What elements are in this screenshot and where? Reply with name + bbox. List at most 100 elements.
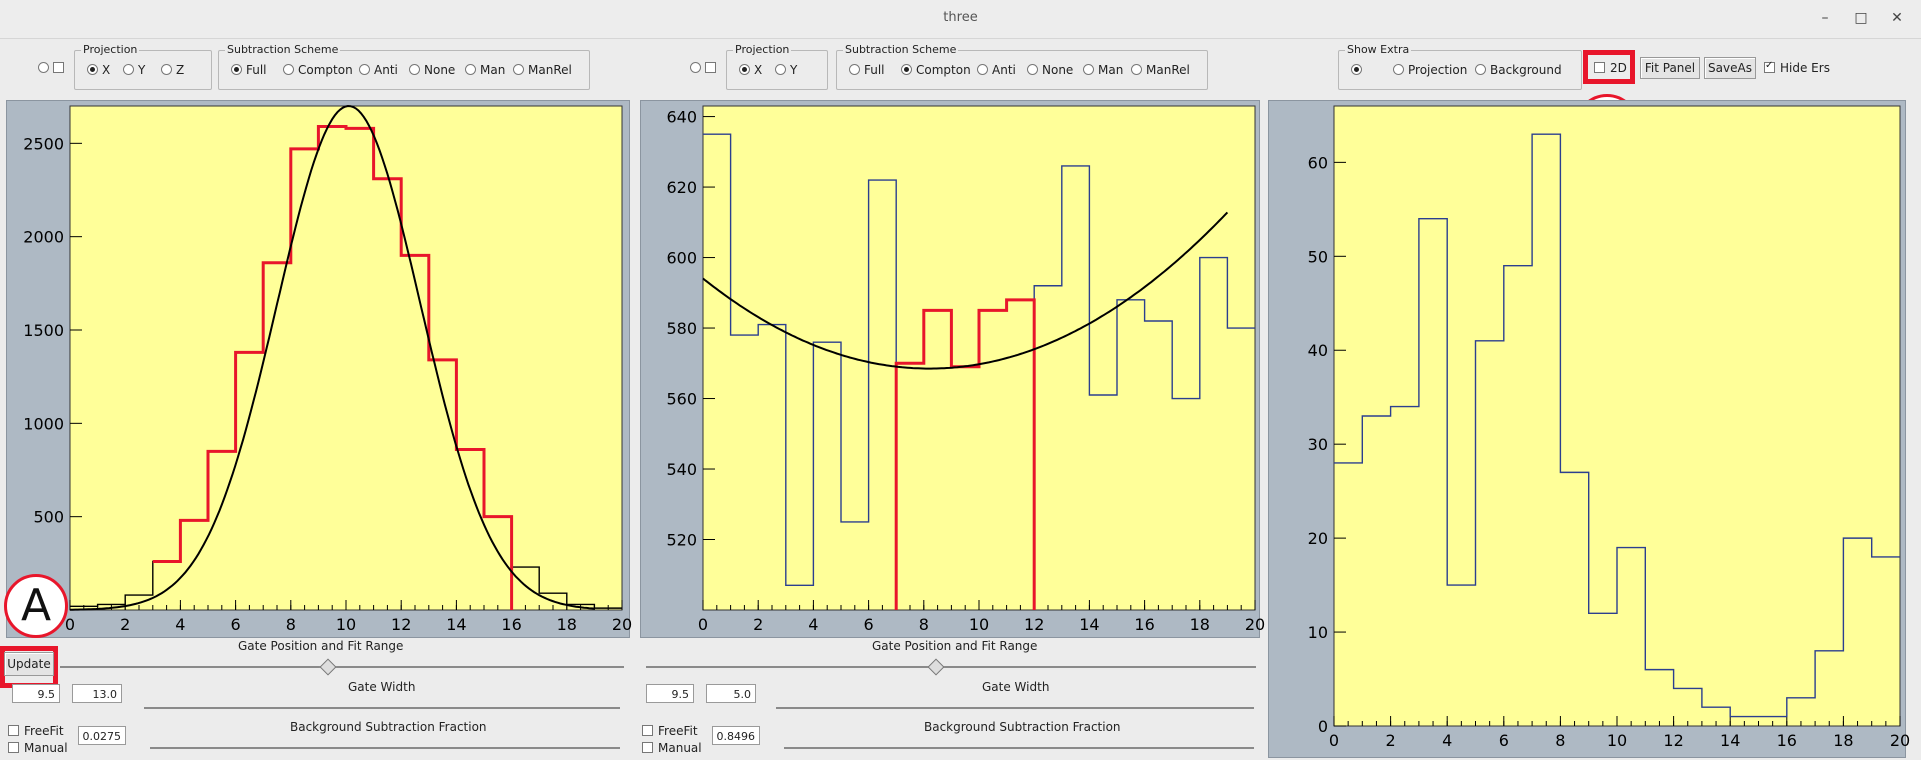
left-proj-y[interactable]: Y — [123, 63, 145, 77]
middle-sub-none[interactable]: None — [1027, 63, 1073, 77]
legend: Projection — [733, 43, 792, 56]
close-icon[interactable]: ✕ — [1891, 10, 1903, 26]
y-tick-label: 60 — [1308, 153, 1328, 172]
histogram-series-0-1 — [152, 125, 514, 610]
legend: Projection — [81, 43, 140, 56]
left-toggle-radio[interactable] — [38, 61, 69, 75]
middle-gate-width-field[interactable]: 5.0 — [706, 684, 756, 703]
x-tick-label: 6 — [864, 615, 874, 634]
window-title: three — [943, 10, 978, 25]
radio-icon — [38, 62, 49, 73]
middle-subtraction-group: Subtraction Scheme Full Compton Anti Non… — [836, 43, 1208, 90]
left-gate-width-slider[interactable] — [144, 707, 620, 709]
show-extra-none[interactable] — [1351, 63, 1366, 77]
left-bg-fraction-field[interactable]: 0.0275 — [78, 726, 126, 745]
left-gate-width-field[interactable]: 13.0 — [72, 684, 122, 703]
middle-gate-position-slider[interactable] — [646, 666, 1256, 668]
y-tick-label: 560 — [666, 390, 697, 409]
title-bar: three – □ ✕ — [0, 0, 1921, 39]
x-tick-label: 18 — [557, 615, 577, 634]
y-tick-label: 520 — [666, 531, 697, 550]
x-tick-label: 8 — [286, 615, 296, 634]
y-tick-label: 10 — [1308, 623, 1328, 642]
left-sub-man[interactable]: Man — [465, 63, 505, 77]
left-projection-group: Projection X Y Z — [74, 43, 212, 90]
middle-sub-full[interactable]: Full — [849, 63, 885, 77]
y-tick-label: 600 — [666, 249, 697, 268]
y-tick-label: 620 — [666, 178, 697, 197]
left-sub-manrel[interactable]: ManRel — [513, 63, 572, 77]
x-tick-label: 2 — [120, 615, 130, 634]
x-tick-label: 20 — [612, 615, 632, 634]
x-tick-label: 12 — [391, 615, 411, 634]
left-gate-position-slider[interactable] — [60, 666, 624, 668]
y-tick-label: 2000 — [23, 228, 64, 247]
legend: Show Extra — [1345, 43, 1412, 56]
x-tick-label: 8 — [919, 615, 929, 634]
highlight-box-b — [1583, 50, 1635, 84]
y-tick-label: 40 — [1308, 341, 1328, 360]
middle-manual-checkbox[interactable]: Manual — [642, 741, 702, 755]
middle-gate-width-label: Gate Width — [982, 680, 1050, 694]
x-tick-label: 2 — [1386, 731, 1396, 750]
middle-bg-fraction-label: Background Subtraction Fraction — [924, 720, 1121, 734]
middle-toggle-radio[interactable] — [690, 61, 721, 75]
fit-panel-button[interactable]: Fit Panel — [1640, 57, 1700, 79]
maximize-icon[interactable]: □ — [1854, 10, 1868, 26]
left-proj-z[interactable]: Z — [161, 63, 184, 77]
left-manual-checkbox[interactable]: Manual — [8, 741, 68, 755]
middle-bg-fraction-slider[interactable] — [784, 747, 1254, 749]
left-proj-x[interactable]: X — [87, 63, 110, 77]
left-gate-pos-field[interactable]: 9.5 — [12, 684, 60, 703]
middle-sub-man[interactable]: Man — [1083, 63, 1123, 77]
show-extra-projection[interactable]: Projection — [1393, 63, 1467, 77]
left-sub-full[interactable]: Full — [231, 63, 267, 77]
left-subtraction-group: Subtraction Scheme Full Compton Anti Non… — [218, 43, 590, 90]
y-tick-label: 540 — [666, 460, 697, 479]
middle-bg-fraction-field[interactable]: 0.8496 — [712, 726, 760, 745]
x-tick-label: 16 — [1134, 615, 1154, 634]
x-tick-label: 12 — [1663, 731, 1683, 750]
x-tick-label: 14 — [446, 615, 466, 634]
x-tick-label: 14 — [1079, 615, 1099, 634]
y-tick-label: 1000 — [23, 414, 64, 433]
update-button[interactable]: Update — [4, 652, 54, 676]
x-tick-label: 4 — [808, 615, 818, 634]
left-bg-fraction-slider[interactable] — [150, 747, 620, 749]
middle-gate-position-label: Gate Position and Fit Range — [872, 639, 1038, 653]
x-tick-label: 4 — [1442, 731, 1452, 750]
left-sub-none[interactable]: None — [409, 63, 455, 77]
middle-proj-x[interactable]: X — [739, 63, 762, 77]
middle-sub-compton[interactable]: Compton — [901, 63, 971, 77]
middle-gate-width-slider[interactable] — [776, 707, 1254, 709]
show-extra-background[interactable]: Background — [1475, 63, 1562, 77]
x-tick-label: 4 — [175, 615, 185, 634]
left-freefit-checkbox[interactable]: FreeFit — [8, 724, 64, 738]
x-tick-label: 6 — [1499, 731, 1509, 750]
x-tick-label: 10 — [336, 615, 356, 634]
y-tick-label: 640 — [666, 108, 697, 127]
hide-ers-checkbox[interactable]: Hide Ers — [1764, 60, 1830, 75]
show-extra-group: Show Extra Projection Background — [1338, 43, 1582, 90]
y-tick-label: 2500 — [23, 134, 64, 153]
middle-sub-manrel[interactable]: ManRel — [1131, 63, 1190, 77]
x-tick-label: 18 — [1190, 615, 1210, 634]
middle-gate-pos-field[interactable]: 9.5 — [646, 684, 694, 703]
two-d-checkbox[interactable]: 2D — [1594, 61, 1627, 75]
save-as-button[interactable]: SaveAs — [1704, 57, 1756, 79]
y-tick-label: 50 — [1308, 247, 1328, 266]
left-sub-compton[interactable]: Compton — [283, 63, 353, 77]
x-tick-label: 8 — [1555, 731, 1565, 750]
left-sub-anti[interactable]: Anti — [359, 63, 398, 77]
minimize-icon[interactable]: – — [1821, 10, 1829, 26]
middle-proj-y[interactable]: Y — [775, 63, 797, 77]
x-tick-label: 0 — [1329, 731, 1339, 750]
x-tick-label: 10 — [969, 615, 989, 634]
left-gate-width-label: Gate Width — [348, 680, 416, 694]
legend: Subtraction Scheme — [225, 43, 341, 56]
x-tick-label: 14 — [1720, 731, 1740, 750]
middle-freefit-checkbox[interactable]: FreeFit — [642, 724, 698, 738]
middle-sub-anti[interactable]: Anti — [977, 63, 1016, 77]
plot-frame-2 — [1333, 105, 1901, 727]
